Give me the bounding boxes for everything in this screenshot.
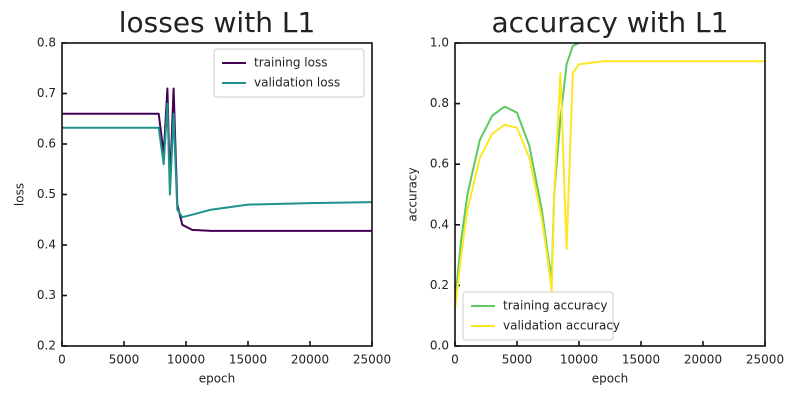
legend-label: validation loss — [254, 76, 340, 90]
plot-frame — [61, 42, 373, 347]
y-axis-label: loss — [13, 183, 27, 206]
x-tick-label: 15000 — [229, 353, 267, 367]
legend-box — [213, 48, 365, 98]
x-tick-label: 10000 — [560, 353, 598, 367]
subplot: accuracy with L1 epoch accuracy 0 5000 10000 1… — [406, 6, 785, 386]
x-tick-label: 20000 — [291, 353, 329, 367]
legend-label: training loss — [254, 56, 327, 70]
y-tick-label: 0.8 — [430, 96, 449, 110]
y-tick-label: 0.6 — [37, 137, 56, 151]
legend-label: validation accuracy — [503, 319, 620, 333]
series-line — [455, 60, 765, 310]
x-tick-label: 0 — [58, 353, 66, 367]
x-axis-label: epoch — [592, 372, 629, 386]
y-tick-label: 0.6 — [430, 157, 449, 171]
y-tick-label: 1.0 — [430, 36, 449, 50]
plot-frame — [454, 42, 766, 347]
x-tick-label: 25000 — [353, 353, 391, 367]
y-tick-label: 0.4 — [37, 238, 56, 252]
subplot: losses with L1 epoch loss 0 5000 10000 15000 20… — [13, 6, 392, 386]
y-tick-label: 0.4 — [430, 217, 449, 231]
legend-label: training accuracy — [503, 299, 607, 313]
y-tick-label: 0.3 — [37, 288, 56, 302]
chart-title: accuracy with L1 — [492, 6, 729, 39]
series-line — [62, 102, 372, 219]
y-tick-label: 0.0 — [430, 339, 449, 353]
y-tick-label: 0.7 — [37, 86, 56, 100]
y-axis-label: accuracy — [406, 167, 420, 221]
x-tick-label: 25000 — [746, 353, 784, 367]
x-tick-label: 15000 — [622, 353, 660, 367]
series-line — [455, 43, 580, 301]
x-tick-label: 5000 — [109, 353, 140, 367]
y-tick-label: 0.8 — [37, 36, 56, 50]
y-tick-label: 0.5 — [37, 187, 56, 201]
y-tick-label: 0.2 — [430, 278, 449, 292]
x-tick-label: 0 — [451, 353, 459, 367]
legend: training loss validation loss — [213, 48, 365, 98]
x-tick-label: 20000 — [684, 353, 722, 367]
legend-box — [462, 291, 614, 341]
chart-title: losses with L1 — [119, 6, 316, 39]
legend: training accuracy validation accuracy — [462, 291, 620, 341]
x-axis-label: epoch — [199, 372, 236, 386]
x-tick-label: 10000 — [167, 353, 205, 367]
x-tick-label: 5000 — [502, 353, 533, 367]
y-tick-label: 0.2 — [37, 339, 56, 353]
